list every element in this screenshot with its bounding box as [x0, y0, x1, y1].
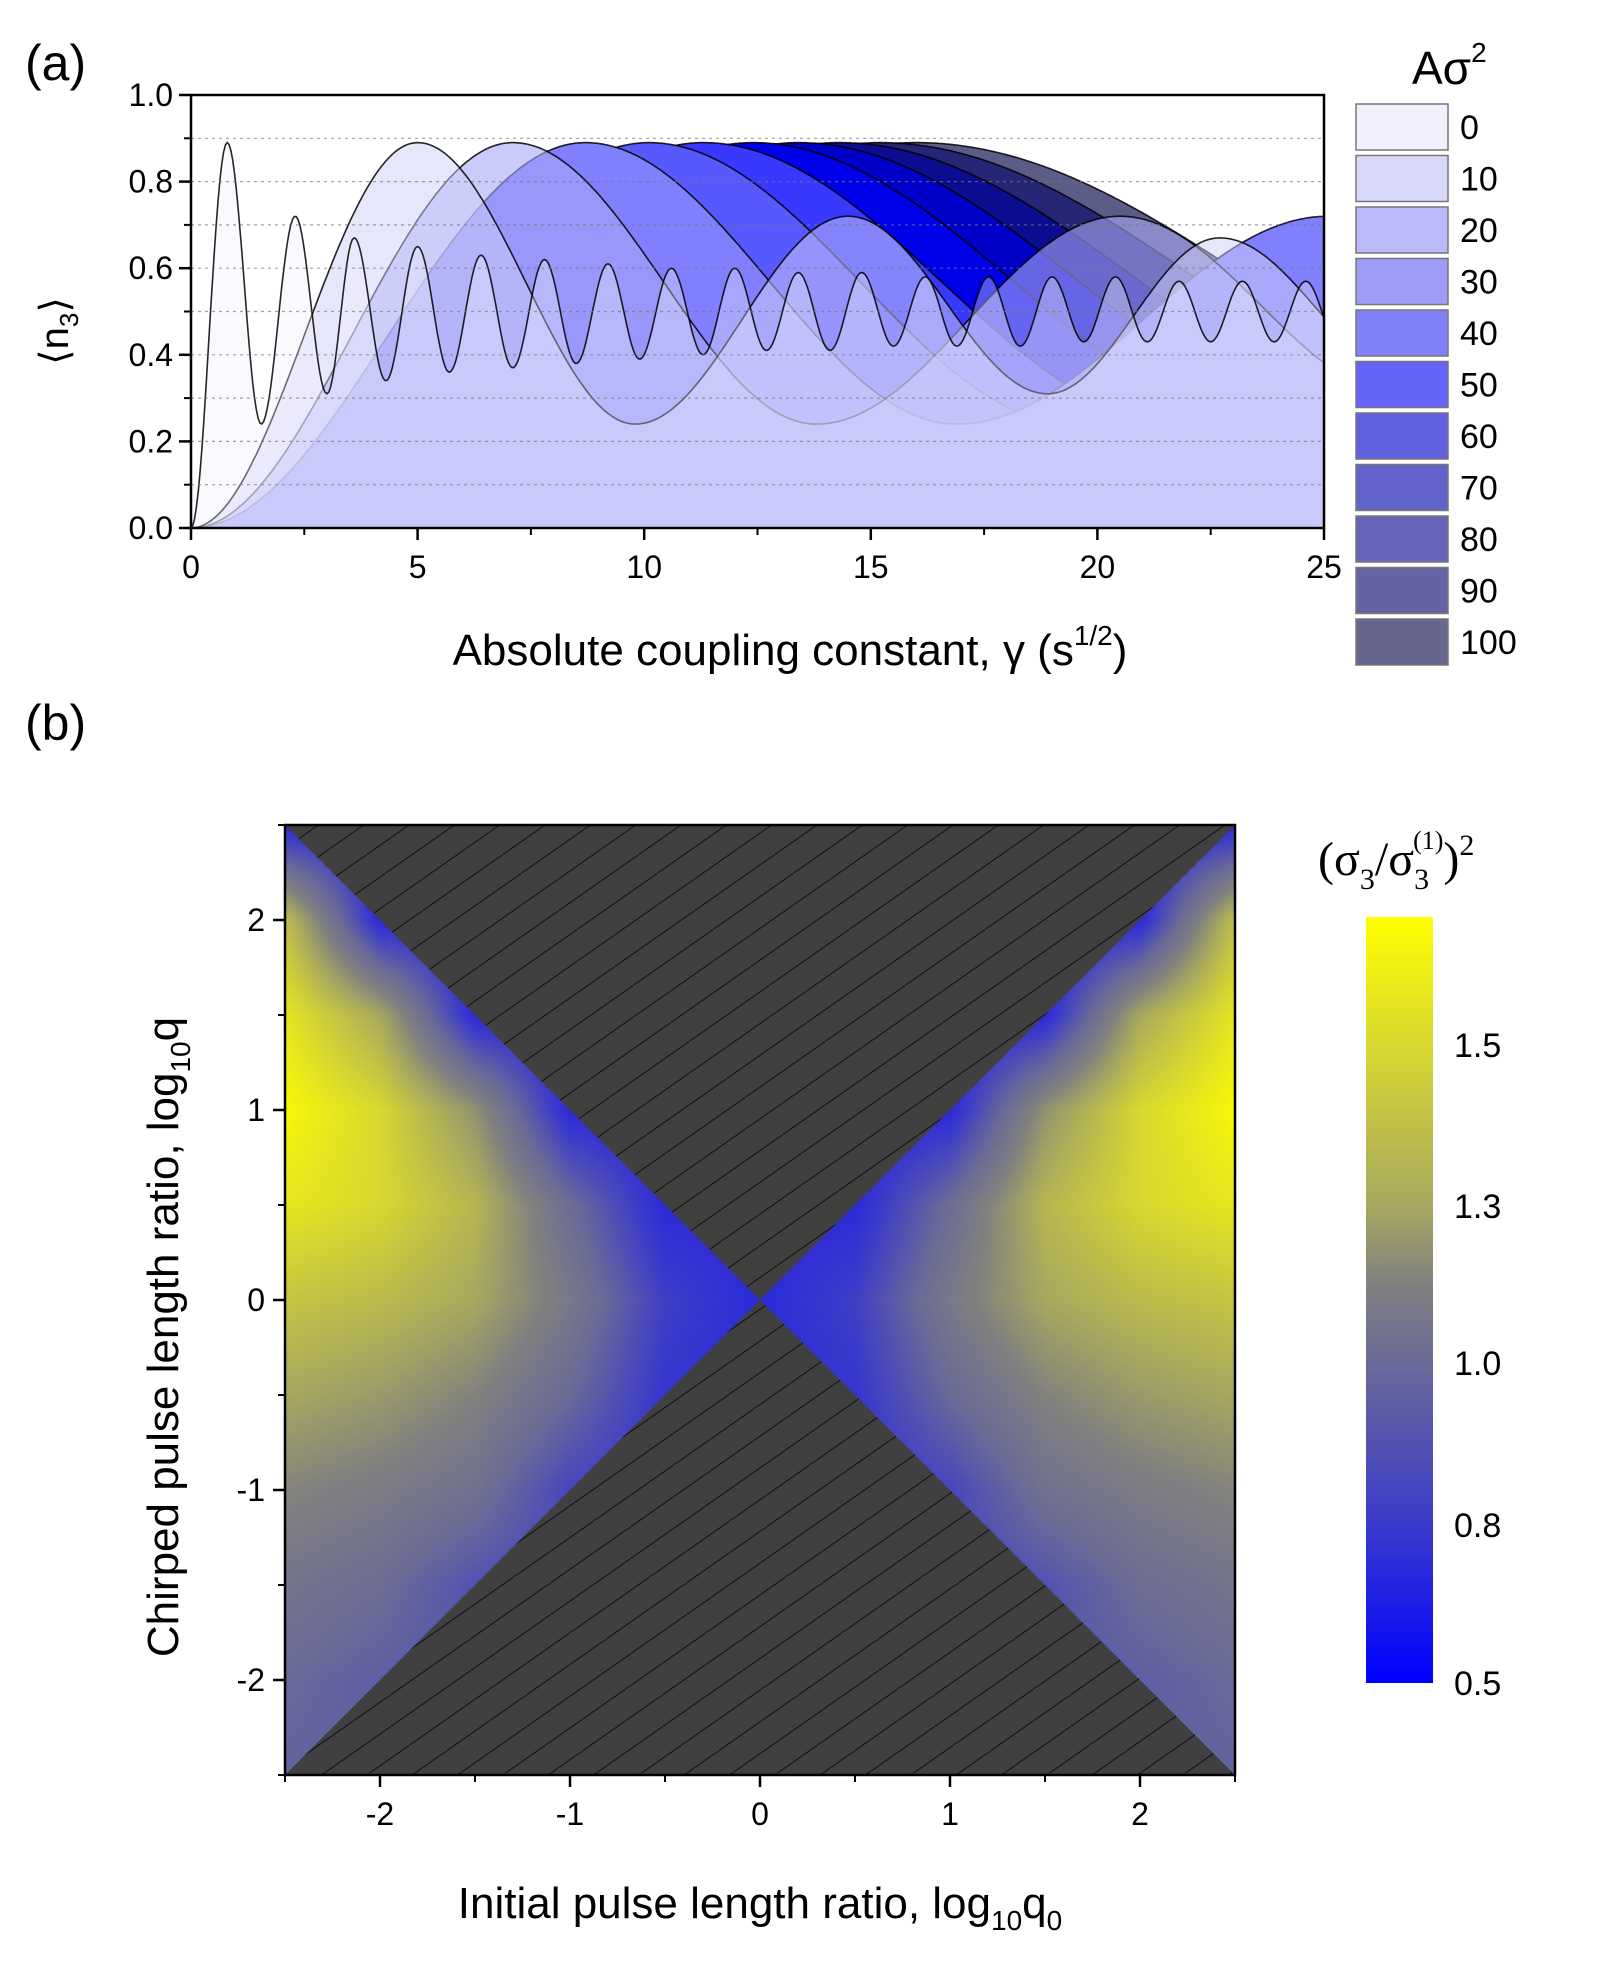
y-axis-title-a: ⟨n3⟩ — [33, 297, 84, 365]
legend-swatch — [1355, 515, 1449, 563]
legend-swatch — [1355, 103, 1449, 151]
x-tick-label: 25 — [1306, 549, 1342, 585]
legend-swatch — [1355, 412, 1449, 460]
legend-item: 40 — [1355, 309, 1498, 357]
area-series-group — [191, 141, 1324, 528]
legend-item: 80 — [1355, 515, 1498, 563]
legend-swatch — [1355, 566, 1449, 615]
legend-item: 10 — [1355, 154, 1498, 203]
colorbar-tick-label: 1.5 — [1454, 1027, 1501, 1065]
series-line-10 — [191, 141, 1324, 528]
legend-swatch — [1355, 257, 1449, 306]
y-tick-label: 0.4 — [129, 337, 173, 373]
legend-label: 30 — [1460, 264, 1498, 302]
y-tick-label: 0.2 — [129, 423, 173, 459]
axes-b: -2 -1 0 1 2 2 1 0 -1 -2 — [237, 824, 1236, 1832]
y-tick-label: 0 — [247, 1282, 265, 1318]
legend-item: 100 — [1355, 618, 1517, 666]
y-tick-label: 0.6 — [129, 250, 173, 286]
x-axis-title-b: Initial pulse length ratio, log10q0 — [458, 1879, 1062, 1936]
legend-item: 60 — [1355, 412, 1498, 460]
legend-swatch — [1355, 360, 1449, 409]
legend-label: 70 — [1460, 470, 1498, 508]
legend-label: 100 — [1460, 624, 1517, 662]
legend-swatch — [1355, 618, 1449, 666]
y-axis-title-b: Chirped pulse length ratio, log10q — [139, 1017, 196, 1657]
legend-item: 70 — [1355, 463, 1498, 512]
legend: 0 10 20 30 40 50 60 70 80 90 100 — [1355, 103, 1517, 666]
panel-label-a: (a) — [25, 35, 86, 91]
legend-label: 40 — [1460, 315, 1498, 353]
y-tick-label: 1 — [247, 1092, 265, 1128]
x-tick-label: 10 — [626, 549, 662, 585]
x-tick-label: 15 — [853, 549, 889, 585]
y-tick-label: 2 — [247, 902, 265, 938]
legend-item: 20 — [1355, 206, 1498, 254]
colorbar-tick-label: 0.8 — [1454, 1507, 1501, 1545]
legend-label: 60 — [1460, 418, 1498, 456]
x-tick-label: 2 — [1131, 1796, 1149, 1832]
legend-swatch — [1355, 463, 1449, 512]
colorbar — [1366, 917, 1433, 1683]
legend-swatch — [1355, 206, 1449, 254]
x-tick-label: -1 — [556, 1796, 584, 1832]
legend-item: 90 — [1355, 566, 1498, 615]
y-tick-label: 0.0 — [129, 510, 173, 546]
x-tick-label: 5 — [409, 549, 427, 585]
x-tick-label: 0 — [751, 1796, 769, 1832]
legend-label: 90 — [1460, 573, 1498, 611]
y-tick-label: -1 — [237, 1472, 265, 1508]
legend-label: 10 — [1460, 161, 1498, 199]
y-tick-label: 1.0 — [129, 77, 173, 113]
x-axis-title-a: Absolute coupling constant, γ (s1/2) — [453, 620, 1128, 675]
series-line-0 — [191, 141, 1324, 528]
legend-item: 50 — [1355, 360, 1498, 409]
legend-label: 50 — [1460, 367, 1498, 405]
panel-label-b: (b) — [25, 695, 86, 751]
legend-swatch — [1355, 154, 1449, 203]
legend-item: 0 — [1355, 103, 1479, 151]
colorbar-title: (σ3/σ3(1))2 — [1318, 826, 1474, 896]
legend-swatch — [1355, 309, 1449, 357]
legend-label: 0 — [1460, 109, 1479, 147]
excluded-region-bottom — [285, 1300, 1235, 1775]
legend-item: 30 — [1355, 257, 1498, 306]
legend-label: 80 — [1460, 521, 1498, 559]
colorbar-tick-label: 0.5 — [1454, 1665, 1501, 1703]
colorbar-tick-label: 1.0 — [1454, 1345, 1501, 1383]
x-tick-label: 0 — [182, 549, 200, 585]
x-tick-label: 20 — [1080, 549, 1116, 585]
colorbar-ticks: 1.5 1.3 1.0 0.8 0.5 — [1454, 1027, 1501, 1703]
x-tick-label: -2 — [366, 1796, 394, 1832]
y-tick-label: -2 — [237, 1662, 265, 1698]
y-tick-label: 0.8 — [129, 164, 173, 200]
legend-title: Aσ2 — [1412, 37, 1487, 94]
axes-a: 0 5 10 15 20 25 0.0 0.2 0.4 0.6 0.8 1.0 — [129, 77, 1342, 585]
legend-label: 20 — [1460, 212, 1498, 250]
excluded-region-top — [285, 825, 1235, 1300]
x-tick-label: 1 — [941, 1796, 959, 1832]
colorbar-tick-label: 1.3 — [1454, 1188, 1501, 1226]
